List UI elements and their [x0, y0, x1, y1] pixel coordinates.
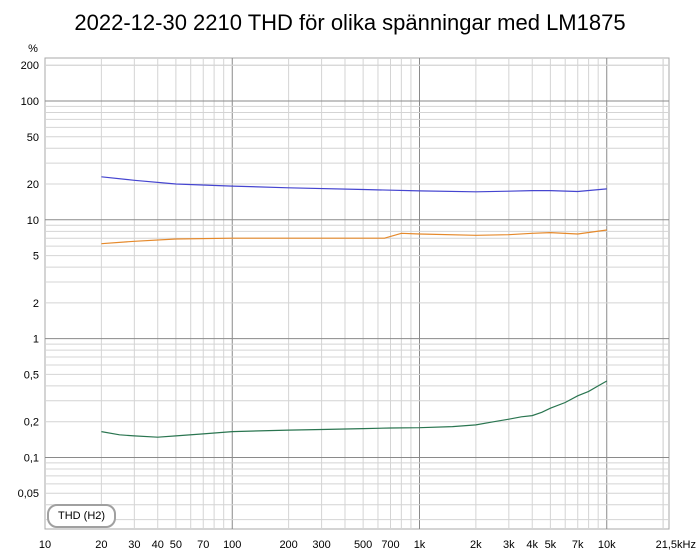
y-tick-label: 1	[33, 334, 39, 346]
x-tick-label: 3k	[503, 539, 515, 551]
x-tick-label: 40	[152, 539, 164, 551]
x-tick-label: 10	[39, 539, 51, 551]
series-line-2	[101, 229, 607, 245]
legend-box[interactable]: THD (H2)	[47, 504, 117, 528]
y-tick-label: 0,5	[24, 369, 39, 381]
x-tick-label: 700	[381, 539, 399, 551]
x-tick-label: 5k	[545, 539, 557, 551]
x-tick-label: 30	[128, 539, 140, 551]
x-tick-label: 1k	[414, 539, 426, 551]
series-line-1	[101, 176, 607, 193]
series-lines	[101, 176, 608, 438]
x-tick-label: 10k	[598, 539, 616, 551]
plot-frame	[44, 57, 670, 530]
y-tick-labels: 200 100 50 20 10 5 2 1 0,5 0,2 0,1 0,05	[18, 60, 39, 500]
chart-title: 2022-12-30 2210 THD för olika spänningar…	[74, 10, 626, 35]
x-tick-label: 2k	[470, 539, 482, 551]
x-tick-label: 300	[312, 539, 330, 551]
x-tick-label: 50	[170, 539, 182, 551]
x-tick-label: 100	[223, 539, 241, 551]
grid-lines	[45, 58, 669, 529]
legend-label: THD (H2)	[58, 510, 106, 522]
x-tick-label: 21,5kHz	[656, 539, 696, 551]
series-line-3	[101, 380, 608, 438]
y-tick-label: 20	[27, 179, 39, 191]
x-tick-label: 200	[279, 539, 297, 551]
plot-area	[44, 57, 670, 530]
x-tick-label: 70	[197, 539, 209, 551]
y-tick-label: 10	[27, 215, 39, 227]
x-tick-label: 4k	[526, 539, 538, 551]
y-tick-label: 0,2	[24, 417, 39, 429]
y-tick-label: 50	[27, 132, 39, 144]
x-tick-label: 500	[354, 539, 372, 551]
y-tick-label: 200	[21, 60, 39, 72]
y-tick-label: 100	[21, 96, 39, 108]
x-tick-label: 20	[95, 539, 107, 551]
y-tick-label: 0,1	[24, 452, 39, 464]
x-tick-labels: 10 20 30 40 50 70 100 200 300 500 700 1k 2k 3k 4k 5k 7k 1…	[39, 539, 696, 551]
y-tick-label: 0,05	[18, 488, 39, 500]
x-tick-label: 7k	[572, 539, 584, 551]
y-tick-label: 2	[33, 298, 39, 310]
y-axis-unit-label: %	[28, 43, 38, 55]
y-tick-label: 5	[33, 251, 39, 263]
